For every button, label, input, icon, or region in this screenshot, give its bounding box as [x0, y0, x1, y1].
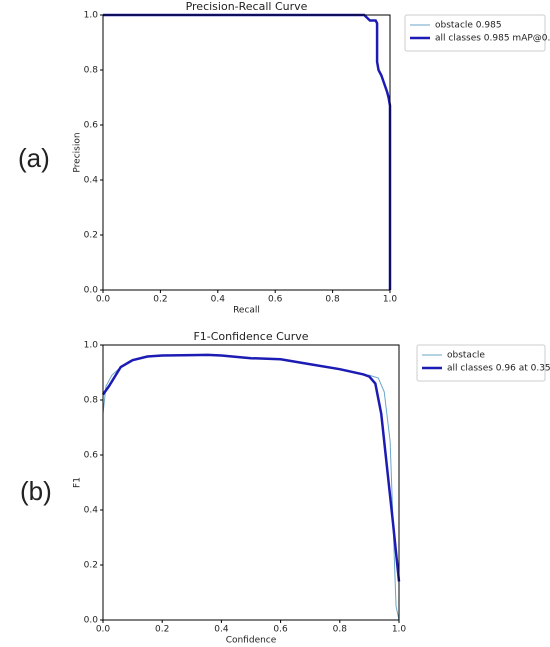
x-tick-label: 0.0 — [96, 295, 111, 305]
legend-label: obstacle — [447, 351, 485, 361]
y-tick-label: 0.6 — [84, 451, 99, 461]
x-tick-label: 0.8 — [333, 625, 348, 635]
y-tick-label: 0.8 — [84, 396, 99, 406]
y-tick-label: 0.0 — [84, 286, 99, 296]
axes-frame — [102, 344, 400, 621]
chart-title: Precision-Recall Curve — [186, 0, 308, 13]
y-tick-label: 1.0 — [84, 11, 99, 21]
series-line — [103, 13, 392, 290]
series-line — [103, 14, 391, 290]
x-axis-label: Recall — [233, 306, 260, 316]
series-line — [102, 354, 400, 621]
panel-label: (b) — [20, 476, 52, 506]
x-tick-label: 0.2 — [155, 625, 169, 635]
x-tick-label: 0.6 — [268, 295, 283, 305]
y-axis-label: F1 — [73, 477, 83, 488]
y-tick-label: 0.8 — [84, 66, 99, 76]
panel-label: (a) — [18, 143, 50, 173]
axes-frame — [102, 14, 391, 291]
x-axis-label: Confidence — [226, 636, 277, 646]
x-tick-label: 0.8 — [325, 295, 340, 305]
y-tick-label: 0.4 — [84, 176, 99, 186]
y-axis-label: Precision — [73, 132, 83, 172]
legend-label: obstacle 0.985 — [435, 21, 502, 31]
y-tick-label: 0.2 — [84, 231, 98, 241]
x-tick-label: 0.4 — [211, 295, 226, 305]
x-tick-label: 0.6 — [273, 625, 288, 635]
legend-box — [416, 344, 546, 382]
x-tick-label: 1.0 — [383, 295, 398, 305]
legend-label: all classes 0.985 mAP@0.5 — [435, 34, 550, 44]
y-tick-label: 0.2 — [84, 561, 98, 571]
legend-box — [404, 14, 546, 52]
y-tick-label: 0.0 — [84, 616, 99, 626]
x-tick-label: 0.4 — [214, 625, 229, 635]
x-tick-label: 0.2 — [153, 295, 167, 305]
y-tick-label: 0.4 — [84, 506, 99, 516]
series-line — [101, 353, 401, 582]
y-tick-label: 0.6 — [84, 121, 99, 131]
x-tick-label: 0.0 — [96, 625, 111, 635]
legend-label: all classes 0.96 at 0.354 — [447, 364, 550, 374]
y-tick-label: 1.0 — [84, 341, 99, 351]
x-tick-label: 1.0 — [392, 625, 407, 635]
chart-title: F1-Confidence Curve — [193, 330, 308, 343]
